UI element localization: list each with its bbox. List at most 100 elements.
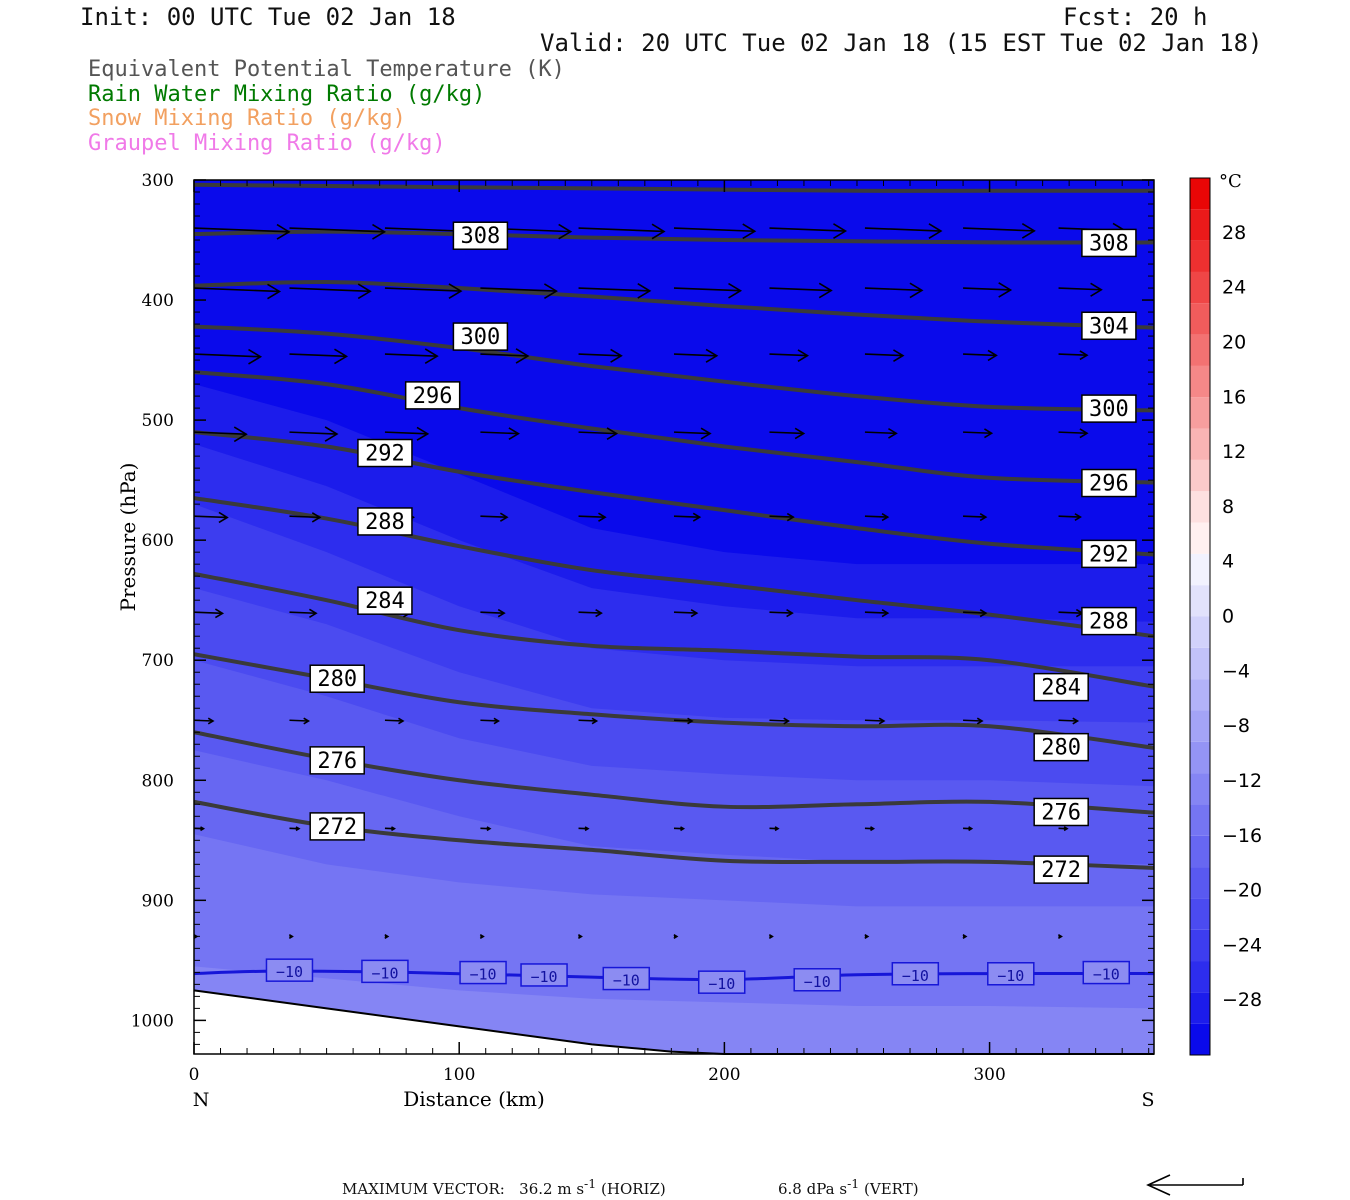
- wind-vector-shaft: [480, 719, 499, 722]
- wind-vector-shaft: [963, 227, 1035, 232]
- wind-vector: [963, 717, 984, 725]
- wind-vector-shaft: [963, 719, 983, 722]
- colorbar-cell: [1190, 1023, 1210, 1055]
- isotherm-label: −10: [997, 967, 1024, 985]
- wind-vector: [769, 717, 791, 725]
- colorbar-cell: [1190, 240, 1210, 272]
- wind-vector-head: [878, 717, 886, 725]
- wind-vector: [289, 283, 372, 300]
- wind-vector: [864, 933, 870, 939]
- wind-vector: [578, 512, 607, 522]
- isotherm-label: −10: [276, 963, 303, 981]
- theta-e-label: 284: [365, 589, 405, 614]
- colorbar-cell: [1190, 178, 1210, 210]
- wind-vector: [480, 608, 506, 618]
- wind-vector-shaft: [194, 353, 261, 358]
- init-time: Init: 00 UTC Tue 02 Jan 18: [80, 3, 456, 31]
- wind-vector: [480, 826, 492, 832]
- y-tick-label: 400: [142, 291, 174, 311]
- wind-vector-head: [979, 609, 988, 618]
- wind-vector-head: [979, 512, 988, 522]
- field-snow: Snow Mixing Ratio (g/kg): [88, 106, 406, 131]
- colorbar-cell: [1190, 867, 1210, 899]
- colorbar-tick-label: −16: [1222, 825, 1262, 847]
- theta-e-contour: [194, 370, 1154, 485]
- vert-value: 6.8: [778, 1180, 802, 1198]
- colorbar-cell: [1190, 209, 1210, 241]
- wind-vector-head: [595, 609, 603, 618]
- wind-vector-head: [968, 826, 974, 832]
- wind-vector-head: [424, 348, 439, 365]
- wind-vector: [578, 609, 603, 618]
- wind-vector-shaft: [480, 287, 557, 292]
- valid-time: Valid: 20 UTC Tue 02 Jan 18 (15 EST Tue …: [540, 29, 1263, 57]
- wind-vector-shaft: [289, 287, 371, 293]
- reference-vector: [1146, 1174, 1244, 1196]
- wind-vector-head: [962, 933, 968, 939]
- colorbar-tick-label: −24: [1222, 934, 1262, 956]
- wind-vector: [673, 717, 694, 725]
- wind-vector-head: [742, 223, 757, 240]
- wind-vector-shaft: [480, 353, 528, 357]
- colorbar-cell: [1190, 397, 1210, 429]
- theta-e-label: 272: [1041, 858, 1081, 883]
- wind-vector-shaft: [194, 227, 290, 233]
- max-vector-vert: 6.8 dPa s-1 (VERT): [778, 1176, 919, 1198]
- wind-vector-head: [1079, 428, 1089, 439]
- isotherm-line: [194, 969, 1154, 982]
- wind-vector-head: [372, 223, 387, 240]
- theta-e-label: 300: [461, 325, 501, 350]
- wind-vector-shaft: [769, 719, 789, 722]
- colorbar-tick-label: −20: [1222, 880, 1262, 902]
- theta-e-label: 296: [413, 384, 453, 409]
- x-tick-label: 300: [973, 1065, 1005, 1085]
- horiz-tag: (HORIZ): [601, 1180, 666, 1198]
- wind-vector: [384, 283, 463, 299]
- theta-e-label-box: [1081, 311, 1137, 341]
- wind-vector-head: [357, 283, 372, 300]
- colorbar-cell: [1190, 334, 1210, 366]
- direction-north: N: [193, 1089, 210, 1111]
- wind-vector-head: [774, 826, 780, 832]
- wind-vector-shaft: [578, 611, 602, 614]
- wind-vector-head: [893, 349, 905, 362]
- wind-vector-head: [728, 282, 743, 299]
- wind-vector: [864, 512, 890, 522]
- wind-vector-head: [515, 348, 530, 364]
- theta-e-label-box: [1033, 855, 1089, 884]
- wind-vector-shaft: [480, 515, 508, 519]
- wind-vector-head: [584, 826, 590, 832]
- colorbar-cell: [1190, 585, 1210, 617]
- wind-vector-head: [543, 283, 558, 299]
- wind-vector-head: [391, 826, 396, 832]
- wind-vector-head: [288, 933, 294, 939]
- colorbar-tick-label: 8: [1222, 496, 1234, 518]
- isotherm-label-box: [891, 962, 940, 986]
- wind-vector-shaft: [673, 227, 755, 233]
- wind-vector: [578, 348, 623, 363]
- theta-e-label-box: [1033, 672, 1089, 702]
- colorbar-units: °C: [1219, 171, 1242, 192]
- wind-vector: [384, 717, 405, 725]
- wind-vector-shaft: [673, 515, 700, 518]
- wind-vector-head: [276, 223, 291, 240]
- wind-vector: [480, 283, 558, 299]
- wind-vector-shaft: [673, 431, 711, 435]
- wind-vector: [673, 933, 679, 939]
- wind-vector: [962, 933, 968, 939]
- theta-e-label-box: [1081, 468, 1137, 498]
- wind-vector: [673, 348, 719, 363]
- theta-e-label-box: [452, 322, 509, 351]
- colorbar-cell: [1190, 992, 1210, 1024]
- horiz-value: 36.2: [519, 1180, 553, 1198]
- wind-vector: [289, 717, 311, 725]
- wind-vector-head: [1072, 717, 1080, 725]
- wind-vector-head: [448, 283, 463, 299]
- wind-vector-shaft: [384, 287, 461, 292]
- wind-vector: [289, 348, 349, 365]
- wind-vector-head: [295, 826, 301, 832]
- wind-vector: [963, 349, 998, 362]
- colorbar-tick-label: −12: [1222, 770, 1262, 792]
- wind-vector-shaft: [289, 353, 347, 358]
- isotherm-label: −10: [1093, 966, 1120, 984]
